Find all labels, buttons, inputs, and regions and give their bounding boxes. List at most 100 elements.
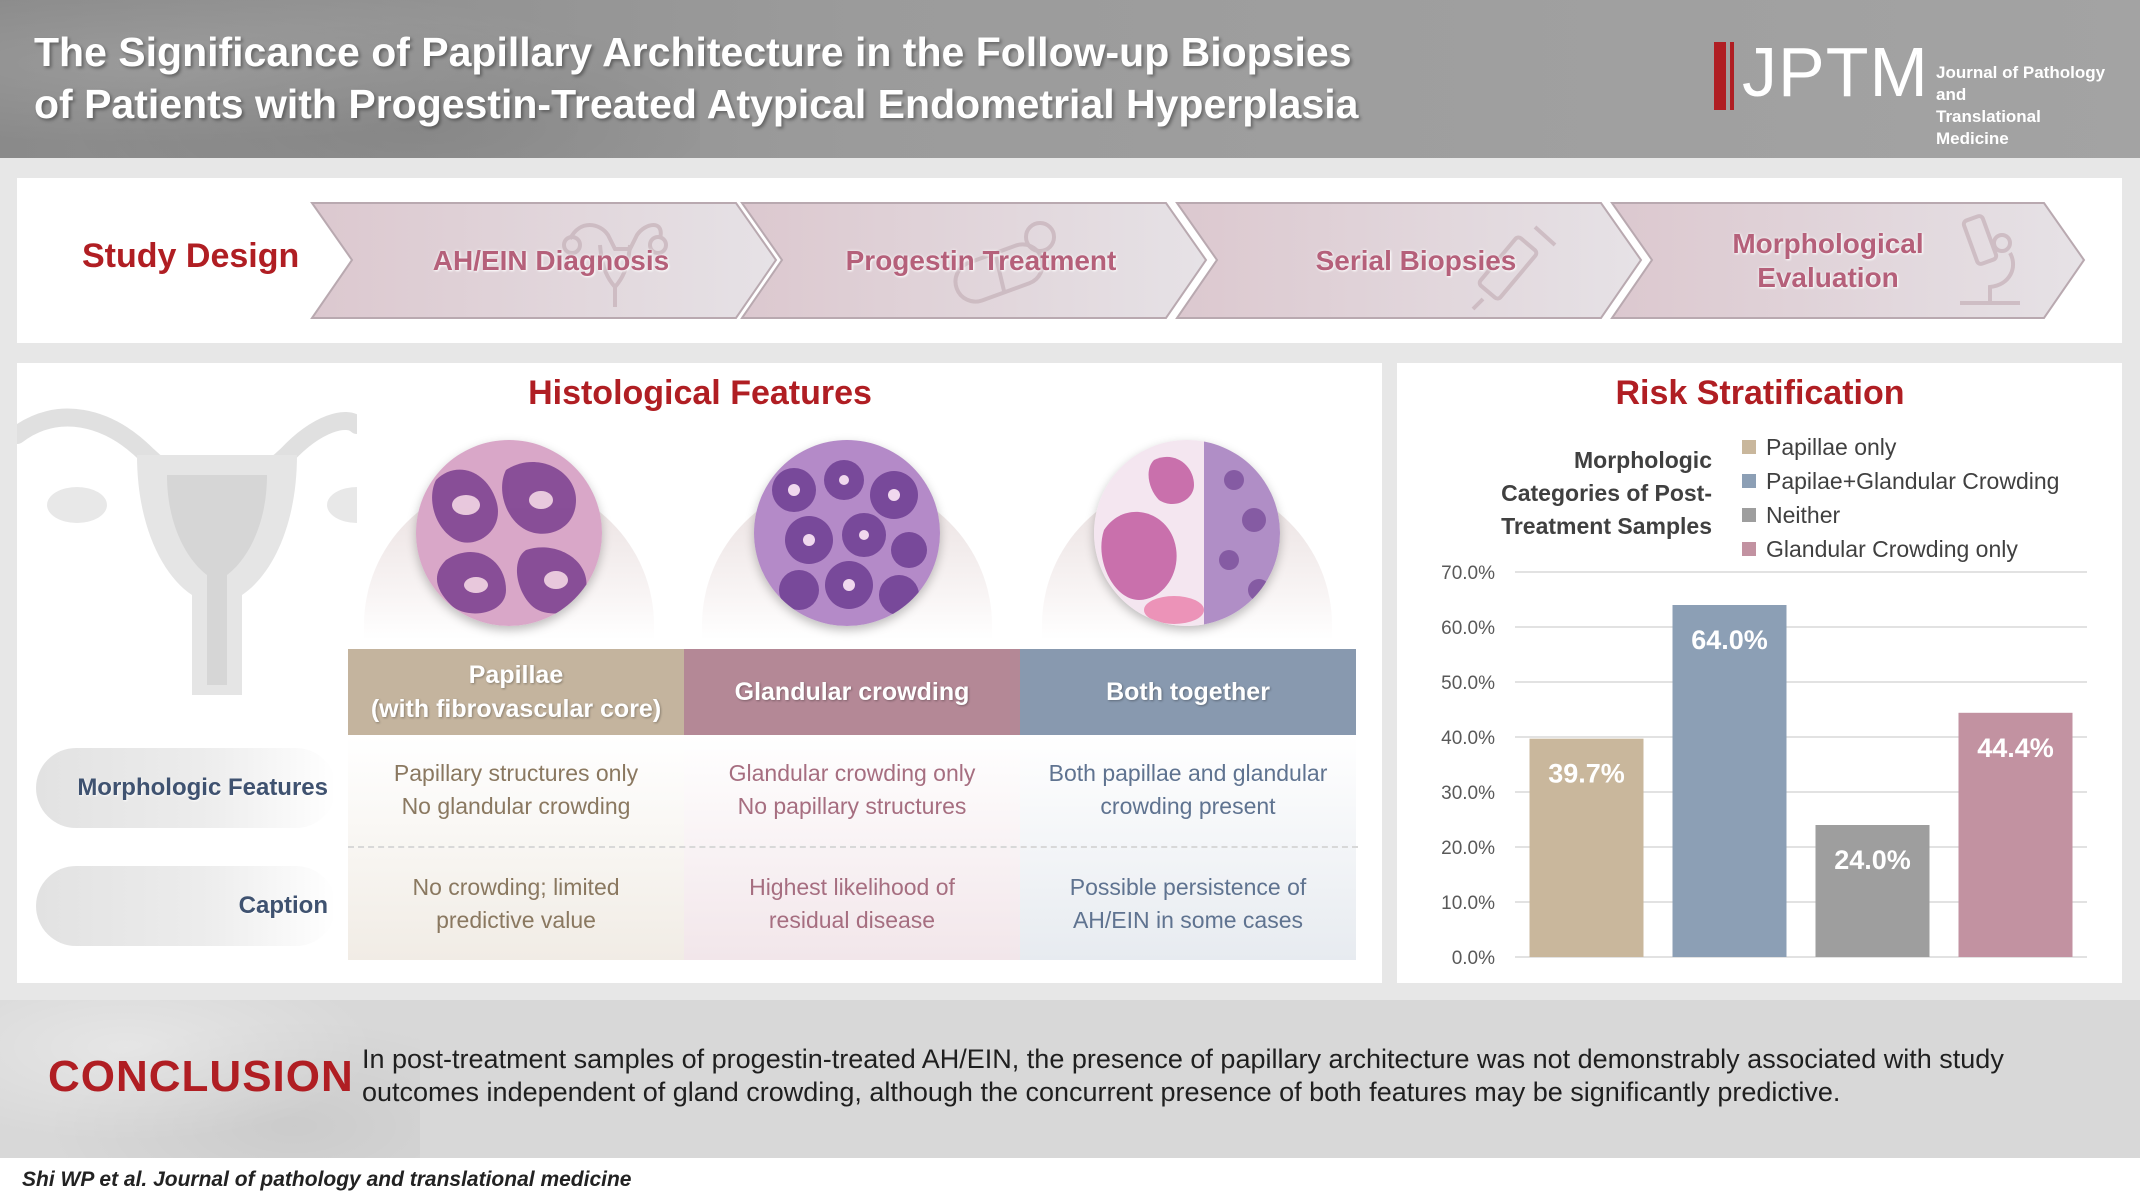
legend-item: Papilae+Glandular Crowding <box>1742 464 2059 498</box>
row-label-caption-text: Caption <box>238 892 328 919</box>
chart-title: Morphologic Categories of Post- Treatmen… <box>1490 444 1712 543</box>
conclusion-banner <box>0 1000 2140 1158</box>
step-progestin: Progestin Treatment <box>740 201 1210 320</box>
logo-subtitle: Journal of Pathology and Translational M… <box>1936 62 2114 150</box>
bar-value-label: 64.0% <box>1691 625 1768 655</box>
bar <box>1672 605 1787 957</box>
header-banner: The Significance of Papillary Architectu… <box>0 0 2140 158</box>
row-label-morphologic: Morphologic Features <box>36 748 336 828</box>
chart-title-line-1: Morphologic <box>1574 447 1712 473</box>
logo-subtitle-line-1: Journal of Pathology and <box>1936 63 2106 104</box>
title-line-1: The Significance of Papillary Architectu… <box>34 29 1352 75</box>
y-tick-label: 0.0% <box>1452 948 1495 969</box>
features-line-2: No papillary structures <box>737 793 967 819</box>
cell-caption: Possible persistence of AH/EIN in some c… <box>1020 847 1356 960</box>
cell-features: Papillary structures only No glandular c… <box>348 735 684 845</box>
column-header-glandular: Glandular crowding <box>684 649 1020 735</box>
bar-value-label: 24.0% <box>1834 845 1911 875</box>
micrograph-image <box>754 440 940 626</box>
jptm-logo: JPTM Journal of Pathology and Translatio… <box>1714 33 2114 148</box>
legend-swatch <box>1742 508 1756 522</box>
step-diagnosis: AH/EIN Diagnosis <box>310 201 780 320</box>
logo-subtitle-line-2: Translational Medicine <box>1936 107 2041 148</box>
logo-bar <box>1714 42 1726 110</box>
legend-label: Neither <box>1766 501 1841 528</box>
legend-item: Neither <box>1742 498 2059 532</box>
micrograph-image <box>1094 440 1280 626</box>
uterus-illustration-icon <box>17 408 357 695</box>
capsule-icon <box>953 221 1056 304</box>
features-line-1: Glandular crowding only <box>728 760 976 786</box>
header-texture <box>0 0 700 158</box>
y-tick-label: 20.0% <box>1441 838 1495 859</box>
risk-title: Risk Stratification <box>1615 374 1905 412</box>
caption-line-2: residual disease <box>768 906 936 933</box>
micrograph-image <box>416 440 602 626</box>
micrograph-both <box>1042 440 1332 640</box>
legend-swatch <box>1742 440 1756 454</box>
risk-bar-chart: 0.0% 10.0% 20.0% 30.0% 40.0% 50.0% 60.0% 70.0% 3… <box>1441 563 2087 969</box>
caption-line-2: AH/EIN in some cases <box>1072 906 1304 933</box>
column-header-both: Both together <box>1020 649 1356 735</box>
column-header-papillae-line-1: Papillae <box>468 661 564 689</box>
chart-legend: Papillae only Papilae+Glandular Crowding… <box>1742 430 2059 566</box>
y-tick-label: 40.0% <box>1441 728 1495 749</box>
legend-item: Papillae only <box>1742 430 2059 464</box>
step-progestin-label: Progestin Treatment <box>845 244 1117 276</box>
legend-swatch <box>1742 474 1756 488</box>
cell-features: Both papillae and glandular crowding pre… <box>1020 735 1356 845</box>
y-tick-label: 50.0% <box>1441 673 1495 694</box>
bar <box>1815 825 1930 957</box>
logo-text: JPTM <box>1742 33 1929 111</box>
features-line-2: No glandular crowding <box>401 793 631 819</box>
microscope-icon <box>1960 214 2020 305</box>
row-label-morphologic-text: Morphologic Features <box>77 774 328 801</box>
legend-item: Glandular Crowding only <box>1742 532 2059 566</box>
step-diagnosis-label: AH/EIN Diagnosis <box>432 244 670 276</box>
chart-title-line-2: Categories of Post- <box>1501 480 1712 506</box>
cell-caption: Highest likelihood of residual disease <box>684 847 1020 960</box>
legend-label: Glandular Crowding only <box>1766 535 2018 562</box>
syringe-icon <box>1471 225 1557 311</box>
features-line-1: Both papillae and glandular <box>1048 760 1328 786</box>
row-label-caption: Caption <box>36 866 336 946</box>
step-biopsies: Serial Biopsies <box>1175 201 1645 320</box>
y-tick-label: 60.0% <box>1441 618 1495 639</box>
micrograph-papillae <box>364 440 654 640</box>
y-tick-label: 30.0% <box>1441 783 1495 804</box>
features-line-2: crowding present <box>1100 793 1276 819</box>
legend-label: Papillae only <box>1766 433 1897 460</box>
logo-bar-thin <box>1730 42 1734 110</box>
bar <box>1529 738 1644 957</box>
conclusion-texture <box>0 1000 420 1158</box>
histology-title: Histological Features <box>528 374 872 412</box>
features-line-1: Papillary structures only <box>393 760 639 786</box>
bar-value-label: 39.7% <box>1548 759 1625 789</box>
title-line-2: of Patients with Progestin-Treated Atypi… <box>34 81 1359 127</box>
caption-line-2: predictive value <box>436 906 596 933</box>
step-evaluation-label: Morphological Evaluation <box>1732 227 1924 293</box>
column-header-papillae: Papillae (with fibrovascular core) <box>348 649 684 735</box>
cell-features: Glandular crowding only No papillary str… <box>684 735 1020 845</box>
conclusion-label: CONCLUSION <box>48 1052 354 1101</box>
bar <box>1958 712 2073 957</box>
study-design-label: Study Design <box>82 237 300 275</box>
row-divider <box>348 846 1358 848</box>
caption-line-1: Possible persistence of <box>1069 873 1307 900</box>
y-tick-label: 10.0% <box>1441 893 1495 914</box>
chart-title-line-3: Treatment Samples <box>1501 513 1712 539</box>
micrograph-glandular <box>702 440 992 640</box>
caption-line-1: Highest likelihood of <box>749 873 955 900</box>
caption-line-1: No crowding; limited <box>412 873 620 900</box>
page-title: The Significance of Papillary Architectu… <box>34 26 1534 130</box>
step-evaluation: Morphological Evaluation <box>1610 201 2088 320</box>
y-tick-label: 70.0% <box>1441 563 1495 584</box>
legend-label: Papilae+Glandular Crowding <box>1766 467 2060 494</box>
chevron-shape <box>1175 202 1643 319</box>
bar-value-label: 44.4% <box>1977 733 2054 763</box>
citation: Shi WP et al. Journal of pathology and t… <box>22 1168 632 1191</box>
column-header-papillae-line-2: (with fibrovascular core) <box>370 695 662 723</box>
cell-caption: No crowding; limited predictive value <box>348 847 684 960</box>
step-biopsies-label: Serial Biopsies <box>1315 244 1517 276</box>
legend-swatch <box>1742 542 1756 556</box>
